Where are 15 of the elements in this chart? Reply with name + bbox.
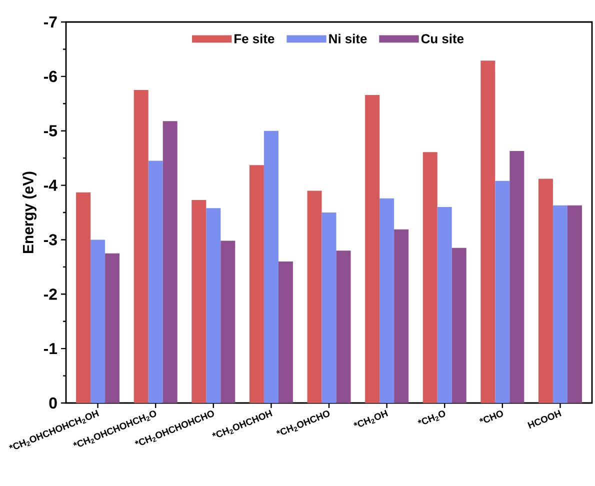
y-tick-label: -3 [44,234,57,246]
x-tick-label: *CH$_{2}$OH [354,410,388,427]
y-tick-label: 0 [49,397,57,409]
legend-label: Ni site [329,34,367,44]
y-tick-label: -2 [44,288,57,300]
y-tick-label: -1 [44,343,58,354]
legend-label: Fe site [234,34,274,44]
y-tick-label: -5 [44,125,58,136]
y-tick-label: -4 [44,180,58,191]
x-tick-label: *CH$_{2}$O [418,410,446,424]
y-tick-label: -6 [44,70,57,82]
y-axis-title: Energy (eV) [22,172,36,254]
x-tick-label: *CHO [479,410,503,423]
y-tick-label: -7 [44,16,57,28]
legend-label: Cu site [421,34,464,44]
